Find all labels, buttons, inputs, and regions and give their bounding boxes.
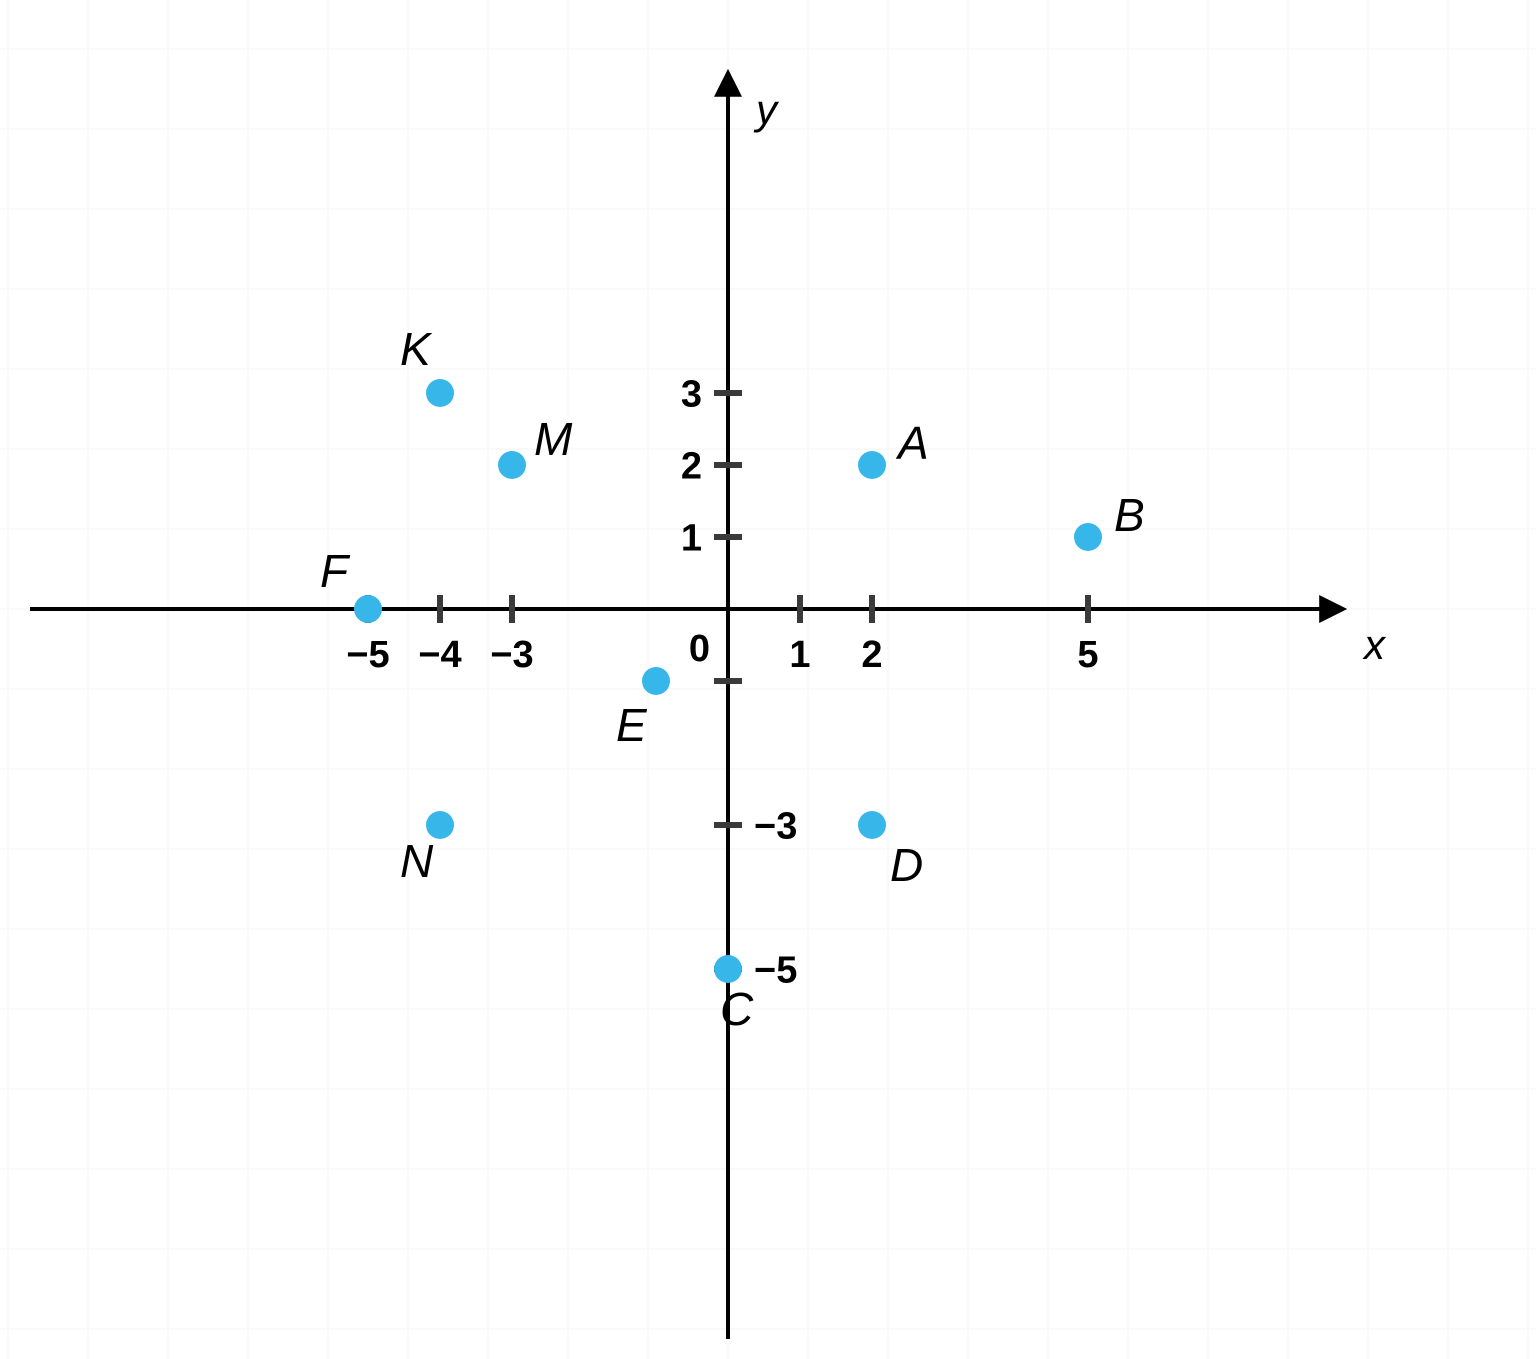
coordinate-plot: −5 −4 −3 1 2 5 1 2 3 −3 −5 0 x y A B C D E F K M N — [0, 0, 1536, 1359]
point-F — [354, 595, 382, 623]
y-tick-label: 1 — [681, 517, 702, 559]
point-label-C: C — [720, 983, 754, 1035]
y-tick-label: −3 — [754, 805, 797, 847]
point-E — [642, 667, 670, 695]
point-label-A: A — [895, 417, 929, 469]
point-label-B: B — [1114, 489, 1145, 541]
y-tick-label: 2 — [681, 445, 702, 487]
point-C — [714, 955, 742, 983]
x-axis-label: x — [1362, 621, 1387, 668]
point-K — [426, 379, 454, 407]
point-A — [858, 451, 886, 479]
y-tick-label: 3 — [681, 373, 702, 415]
point-label-D: D — [890, 839, 923, 891]
x-tick-label: 1 — [789, 634, 810, 676]
point-B — [1074, 523, 1102, 551]
point-label-K: K — [400, 323, 433, 375]
point-D — [858, 811, 886, 839]
x-tick-label: −5 — [346, 634, 389, 676]
point-M — [498, 451, 526, 479]
x-tick-label: −3 — [490, 634, 533, 676]
point-label-M: M — [534, 413, 573, 465]
point-label-F: F — [320, 545, 351, 597]
x-tick-label: 2 — [861, 634, 882, 676]
point-label-E: E — [616, 699, 648, 751]
y-tick-label: −5 — [754, 949, 797, 991]
y-axis-label: y — [753, 86, 780, 133]
point-label-N: N — [400, 835, 434, 887]
origin-label: 0 — [689, 628, 710, 670]
x-tick-label: 5 — [1077, 634, 1098, 676]
x-tick-label: −4 — [418, 634, 461, 676]
